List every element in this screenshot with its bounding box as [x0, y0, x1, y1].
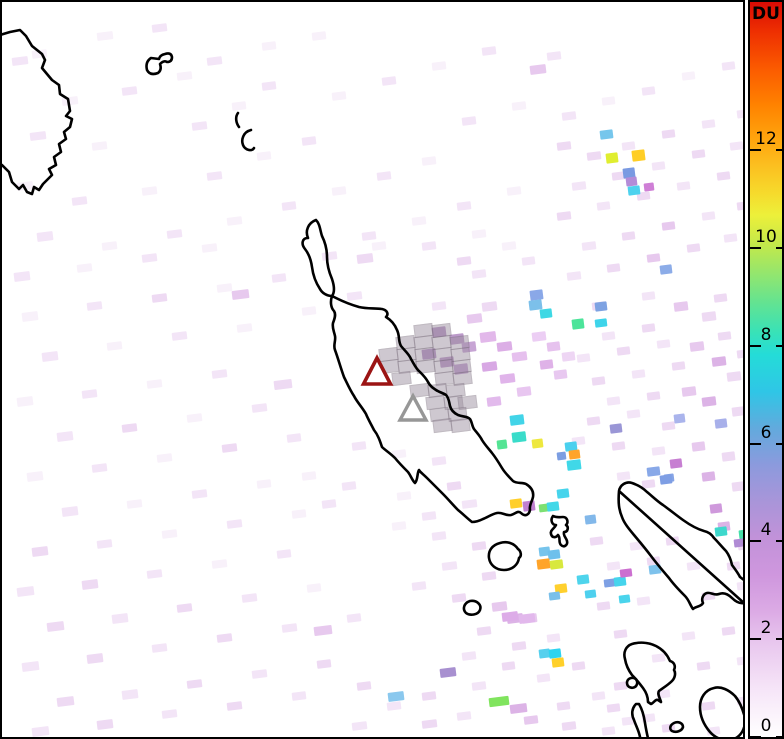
islet-tiny-south — [668, 720, 685, 734]
islet-squiggle-b — [240, 128, 256, 152]
islet-oval — [462, 599, 482, 616]
island-round-south — [487, 540, 523, 572]
colorbar-tick — [750, 442, 761, 445]
coastlines — [2, 28, 743, 737]
islet-ring — [625, 676, 639, 690]
colorbar-tick — [750, 638, 761, 641]
colorbar-tick-label: 2 — [760, 618, 772, 639]
volcano-markers — [360, 354, 429, 422]
colorbar-tick-label: 10 — [755, 227, 777, 247]
colorbar-tick-label: 6 — [760, 422, 772, 443]
colorbar-tick — [776, 736, 782, 738]
colorbar: 0 2 4 6 8 10 12 DU — [748, 0, 784, 739]
islet-squiggle-a — [234, 111, 241, 129]
colorbar-tick-label: 4 — [760, 520, 772, 541]
colorbar-tick — [750, 247, 761, 249]
volcano-marker-gray — [397, 392, 429, 422]
colorbar-tick — [776, 344, 782, 347]
colorbar-tick — [776, 442, 782, 445]
colorbar-gradient — [750, 2, 782, 737]
map-panel — [0, 0, 745, 739]
island-northwest — [2, 28, 74, 196]
colorbar-tick-label: 0 — [760, 716, 772, 736]
colorbar-tick-label: 8 — [760, 324, 772, 345]
island-small-north — [145, 52, 174, 76]
colorbar-tick — [776, 540, 782, 543]
colorbar-unit-label: DU — [752, 4, 780, 24]
island-main — [329, 294, 535, 524]
island-long-east — [617, 481, 743, 611]
colorbar-tick — [750, 540, 761, 543]
colorbar-tick-label: 12 — [755, 129, 777, 150]
colorbar-tick — [750, 736, 761, 738]
peninsula-north — [301, 218, 336, 298]
colorbar-tick — [776, 638, 782, 641]
islet-finger-south — [630, 702, 650, 737]
island-oval-corner — [698, 686, 743, 737]
island-blob-southeast — [623, 641, 677, 706]
colorbar-tick — [750, 149, 761, 152]
volcano-marker-red — [360, 354, 394, 386]
colorbar-tick — [750, 344, 761, 347]
islets-shortland — [549, 514, 570, 548]
colorbar-tick — [776, 149, 782, 152]
colorbar-tick — [776, 247, 782, 249]
